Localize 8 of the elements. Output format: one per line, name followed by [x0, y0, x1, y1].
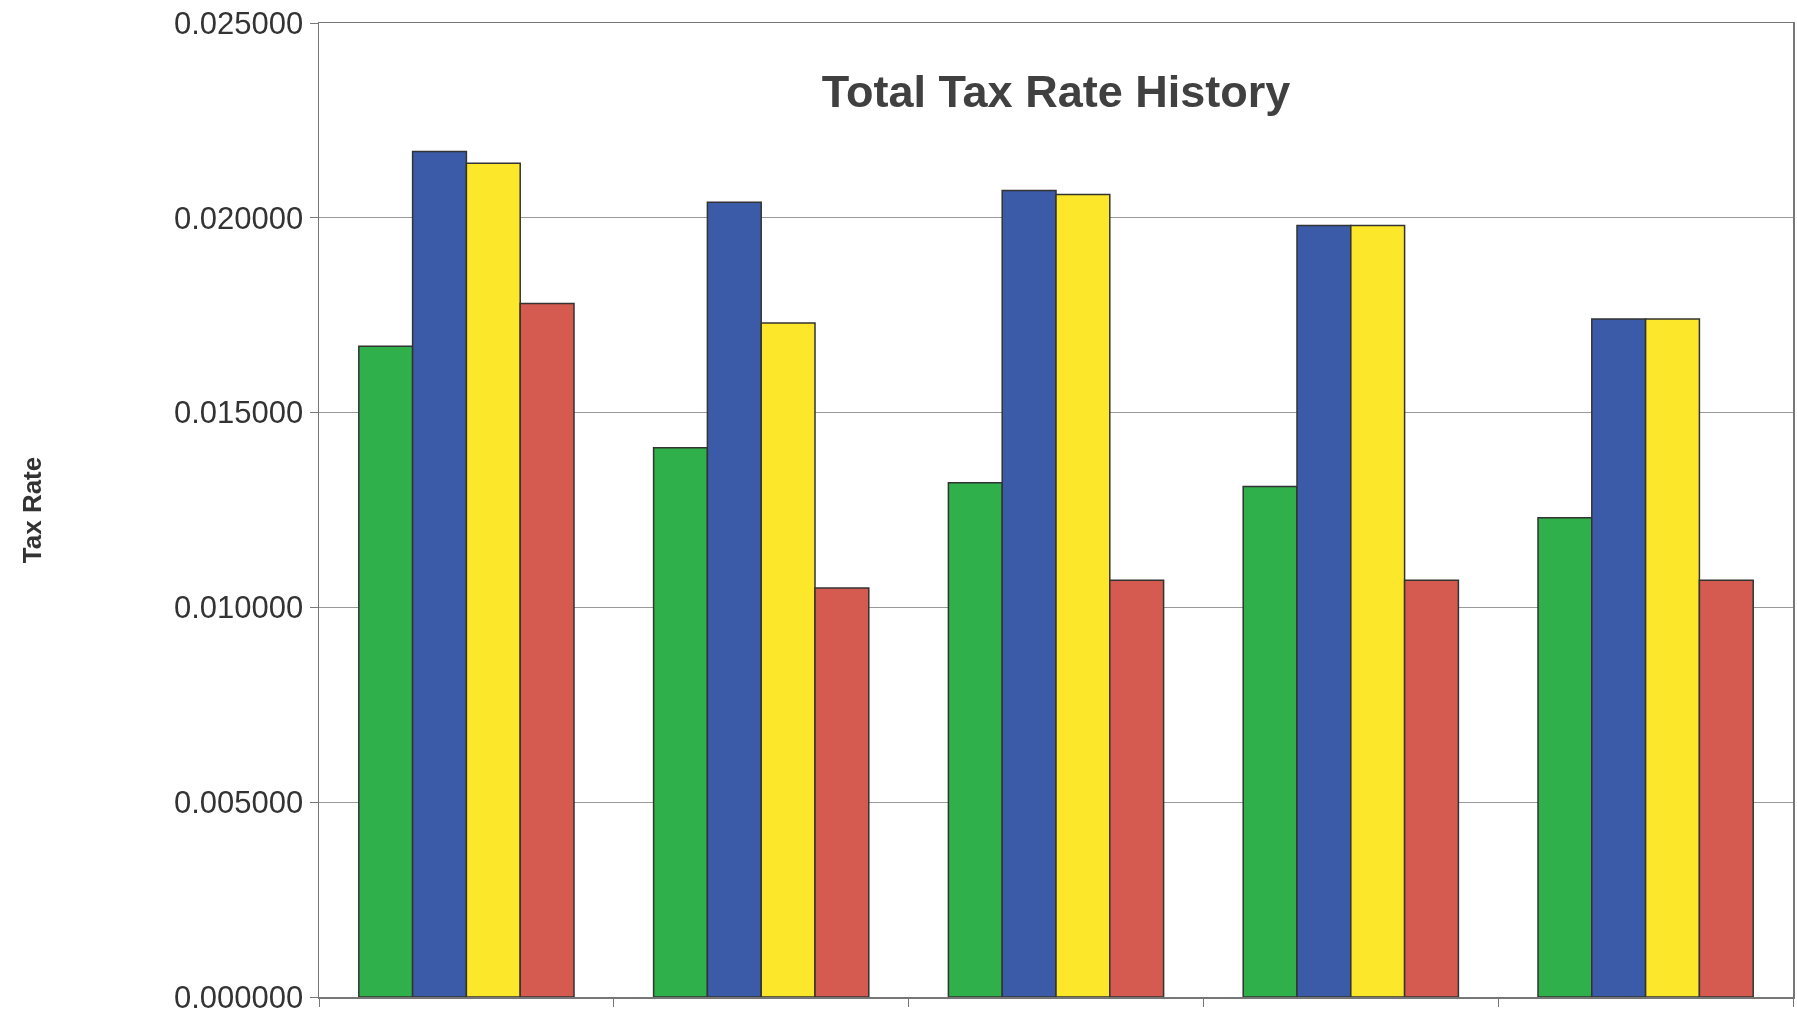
y-tick-label: 0.010000	[173, 590, 304, 626]
y-tick-label: 0.025000	[173, 5, 304, 41]
y-axis-title: Tax Rate	[16, 456, 47, 564]
y-tick-label: 0.005000	[173, 785, 304, 821]
y-tick-label: 0.015000	[173, 395, 304, 431]
y-tick-label: 0.000000	[173, 979, 304, 1015]
text: Total Tax Rate History	[821, 65, 1291, 117]
y-tick-label: 0.020000	[173, 200, 304, 236]
